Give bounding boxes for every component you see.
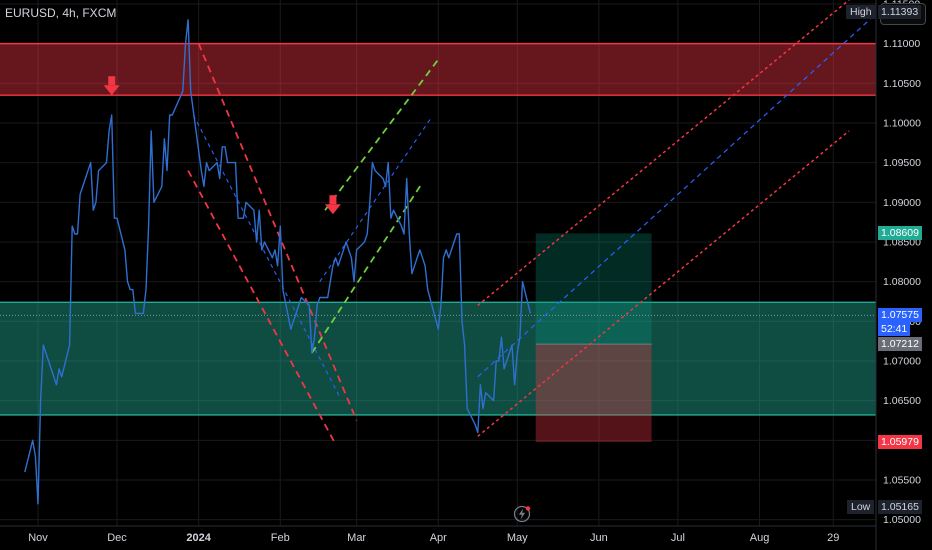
x-tick-label: 2024 <box>186 532 211 544</box>
x-tick-label: Feb <box>271 532 290 544</box>
y-tick-label: 1.09500 <box>883 157 921 169</box>
y-tick-label: 1.10500 <box>883 78 921 90</box>
support-zone <box>0 302 876 415</box>
trend-channels[interactable] <box>187 0 892 445</box>
x-tick-label: 29 <box>827 532 839 544</box>
lightning-icon[interactable] <box>513 505 531 523</box>
x-tick-label: Jul <box>671 532 685 544</box>
arrow-down-shaft <box>108 76 116 86</box>
x-tick-label: Mar <box>347 532 366 544</box>
price-tag-target: 1.08609 <box>878 226 922 241</box>
green-channel-mid <box>319 118 431 282</box>
x-tick-label: Apr <box>430 532 447 544</box>
x-tick-label: Jun <box>590 532 608 544</box>
zones <box>0 42 876 416</box>
low-label: Low <box>847 499 875 514</box>
rising-channel-lower <box>477 130 850 437</box>
price-tag-countdown: 52:41 <box>878 322 911 337</box>
arrow-down-head <box>324 204 341 215</box>
y-tick-label: 1.05500 <box>883 474 921 486</box>
position-profit-area <box>535 233 652 345</box>
price-tag-entry: 1.07212 <box>878 337 922 352</box>
x-tick-label: Nov <box>28 532 48 544</box>
rising-channel-mid <box>477 0 892 378</box>
price-series <box>24 19 532 505</box>
arrow-down-head <box>103 85 120 96</box>
grid <box>0 0 876 526</box>
long-position-tool[interactable] <box>0 233 876 442</box>
y-tick-label: 1.11000 <box>883 38 920 50</box>
symbol-title[interactable]: EURUSD, 4h, FXCM <box>5 6 117 20</box>
high-label: High <box>846 5 876 20</box>
price-tag-last: 1.07575 <box>878 308 922 323</box>
price-line <box>24 19 532 505</box>
resistance-zone <box>0 43 876 96</box>
x-tick-label: Dec <box>107 532 127 544</box>
red-channel-upper <box>197 43 358 421</box>
y-tick-label: 1.06500 <box>883 395 921 407</box>
y-tick-label: 1.05000 <box>883 514 921 526</box>
position-loss-area <box>535 344 652 442</box>
price-tag-low: 1.05165 <box>878 499 922 514</box>
y-tick-label: 1.08000 <box>883 276 921 288</box>
green-channel-lower <box>311 181 424 354</box>
red-channel-mid <box>192 114 342 400</box>
red-channel-lower <box>187 170 337 445</box>
arrow-down-icon <box>324 195 341 215</box>
y-tick-label: 1.07000 <box>883 355 921 367</box>
arrow-down-shaft <box>329 195 337 205</box>
green-channel-upper <box>324 58 439 211</box>
arrow-markers <box>103 76 341 215</box>
x-axis-ticks: Nov Dec 2024 Feb Mar Apr May Jun Jul Aug 29 <box>28 532 839 544</box>
y-tick-label: 1.10000 <box>883 117 921 129</box>
price-tag-stop: 1.05979 <box>878 434 922 449</box>
rising-channel-upper <box>477 0 850 307</box>
x-tick-label: May <box>507 532 528 544</box>
x-tick-label: Aug <box>750 532 770 544</box>
arrow-down-icon <box>103 76 120 96</box>
price-tag-high: 1.11393 <box>878 5 922 20</box>
y-tick-label: 1.09000 <box>883 197 921 209</box>
